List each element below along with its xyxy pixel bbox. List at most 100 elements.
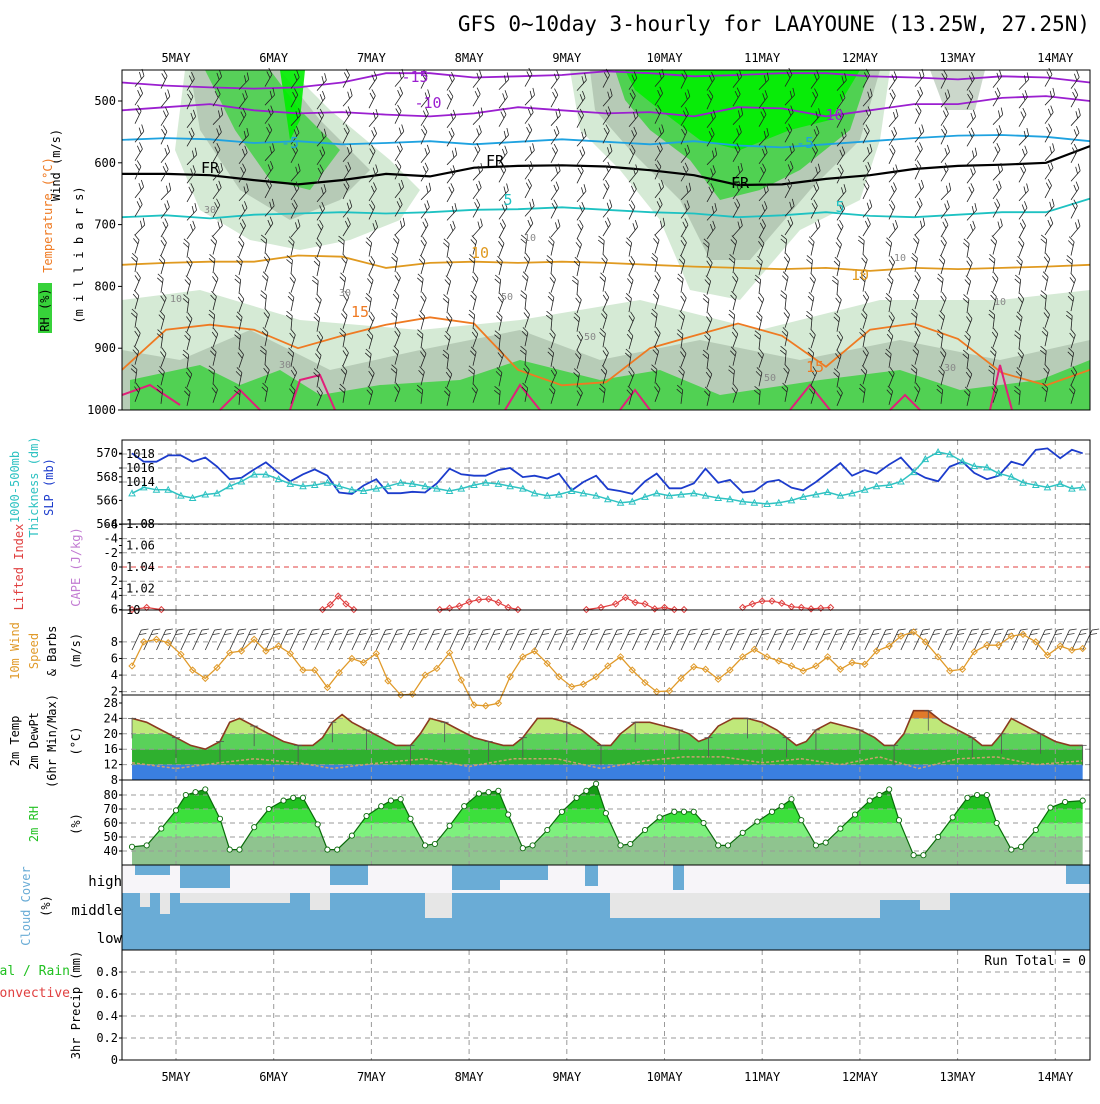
precip-axis-label: 3hr Precip (mm) (69, 951, 83, 1059)
upper-wind-barb-432 (758, 72, 770, 90)
pressure-axis: 500 600 700 800 900 1000 (87, 69, 1091, 417)
wind10-barb-39 (607, 628, 625, 651)
wind10-point-18 (348, 654, 356, 663)
upper-wind-barb-439 (758, 201, 768, 220)
upper-wind-barb-163 (368, 89, 376, 109)
upper-wind-barb-267 (497, 348, 504, 368)
wind10-point-42 (641, 678, 649, 687)
wind10-barb-64 (913, 628, 931, 651)
thickness-point-65 (921, 455, 930, 463)
upper-wind-barb-418 (732, 143, 741, 163)
upper-wind-barb-609 (990, 346, 997, 366)
wind10-barb-61 (876, 628, 893, 651)
upper-wind-barb-70 (208, 365, 215, 385)
wind10-barb-12 (278, 628, 296, 651)
upper-wind-barb-166 (368, 144, 376, 164)
temp2m-units: (°C) (69, 727, 83, 756)
upper-wind-barb-539 (886, 385, 894, 405)
thickness-point-7 (213, 489, 221, 497)
upper-wind-barb-588 (962, 294, 970, 314)
upper-wind-barb-274 (524, 143, 535, 162)
upper-wind-barb-142 (313, 368, 320, 388)
upper-wind-barb-594 (992, 69, 1002, 88)
cloud-fill (122, 865, 1090, 950)
upper-wind-barb-593 (964, 386, 971, 406)
upper-wind-barb-158 (339, 328, 346, 348)
upper-wind-barb-565 (940, 200, 950, 219)
temperature-axis-label: Temperature (°C) (41, 157, 55, 273)
wind10-point-3 (164, 639, 172, 647)
wind10-point-14 (299, 666, 307, 674)
upper-wind-barb-265 (496, 311, 503, 331)
upper-wind-barb-322 (573, 368, 580, 388)
upper-wind-barb-431 (731, 383, 738, 403)
rh2m-point-14 (299, 794, 307, 801)
upper-wind-barb-420 (732, 180, 742, 200)
rh-axis-label: RH (%) (38, 288, 52, 331)
thickness-tick-label-3: 570 (96, 446, 118, 460)
upper-wind-barb-447 (757, 348, 764, 368)
upper-wind-barb-144 (342, 68, 350, 88)
wind10-barb-70 (986, 628, 1004, 651)
upper-wind-barb-39 (186, 127, 195, 147)
wind10-axes: 2 4 6 8 (111, 609, 1091, 699)
upper-wind-barb-425 (732, 272, 739, 292)
upper-wind-barb-441 (758, 237, 765, 257)
upper-wind-barb-503 (836, 386, 843, 406)
rh2m-point-45 (680, 808, 688, 815)
li-tick-label-0: -6 (104, 517, 118, 531)
upper-wind-barb-245 (472, 272, 479, 292)
precip-axes: 0 0.2 0.4 0.6 0.8 (96, 949, 1091, 1067)
upper-wind-barb-636 (1044, 179, 1052, 199)
upper-wind-barb-388 (678, 254, 686, 275)
upper-wind-barb-475 (810, 199, 818, 219)
rh2m-point-52 (768, 808, 776, 815)
upper-wind-barb-86 (234, 330, 241, 350)
upper-wind-barb-362 (654, 104, 662, 124)
upper-wind-barb-647 (1041, 382, 1049, 402)
upper-wind-barb-572 (936, 329, 944, 349)
upper-wind-barb-112 (290, 143, 298, 163)
contour-label-21: 10 (894, 253, 906, 264)
upper-wind-barb-429 (730, 346, 737, 366)
top-date-10MAY: 10MAY (646, 51, 683, 65)
contour-label-4: -5 (796, 134, 814, 152)
contour-label-9: 5 (835, 198, 844, 216)
upper-wind-barb-658 (1066, 255, 1073, 275)
upper-wind-barb-18 (160, 69, 168, 89)
upper-wind-barb-123 (287, 347, 295, 367)
upper-wind-barb-136 (313, 256, 321, 277)
thickness-point-2 (152, 485, 161, 493)
temp2m-tick-label-3: 20 (104, 727, 118, 741)
upper-wind-barb-133 (316, 201, 325, 221)
upper-wind-barb-384 (680, 182, 692, 201)
upper-wind-barb-224 (446, 220, 456, 240)
wind10-point-25 (433, 664, 441, 673)
cloud-mid-gap-5 (425, 893, 452, 918)
upper-wind-barb-286 (523, 364, 530, 384)
wind10-point-23 (408, 690, 417, 698)
temp2m-tick-label-5: 28 (104, 696, 118, 710)
li-segment-3 (586, 596, 684, 611)
li-tick-label-4: 2 (111, 574, 118, 588)
upper-wind-barb-308 (576, 108, 584, 128)
upper-wind-barb-282 (520, 290, 527, 310)
precip-tick-label-4: 0.8 (96, 965, 118, 979)
upper-wind-barb-395 (676, 384, 684, 404)
li-point-0 (128, 605, 136, 614)
thickness-point-32 (518, 484, 527, 492)
wind10-point-51 (750, 645, 759, 654)
upper-wind-barb-130 (316, 146, 326, 166)
thickness-point-63 (897, 477, 905, 485)
upper-wind-barb-554 (914, 327, 921, 347)
wind10-point-74 (1032, 638, 1040, 646)
wind10-barb-17 (338, 628, 356, 651)
wind10-barb-68 (962, 628, 979, 651)
upper-wind-barb-2 (134, 104, 142, 124)
upper-wind-barb-520 (860, 365, 868, 385)
cloud-high-label: high (88, 874, 122, 890)
upper-wind-barb-257 (498, 163, 507, 183)
surface-contour-0 (121, 383, 181, 406)
wind10-point-15 (311, 666, 319, 674)
precip-tick-label-0: 0 (111, 1053, 118, 1067)
